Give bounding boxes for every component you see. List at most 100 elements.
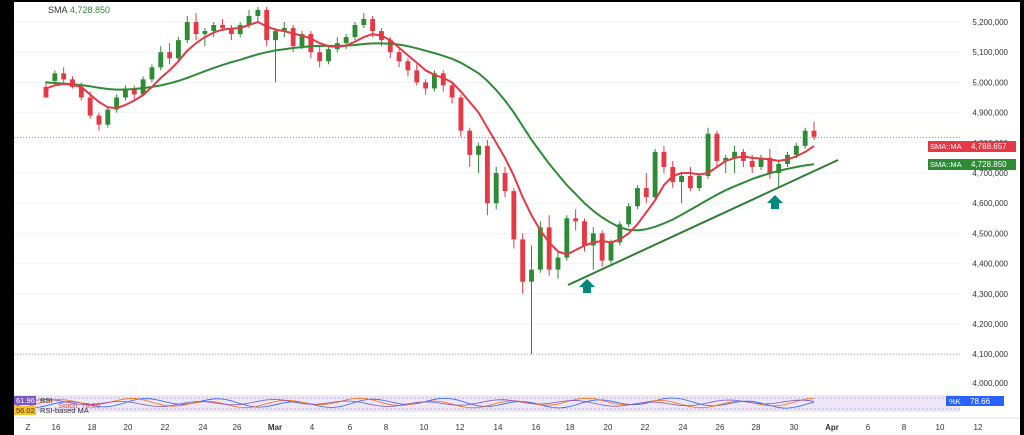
x-tick-label: 30 — [790, 423, 799, 432]
candle-body — [361, 18, 367, 26]
y-tick-label: 4,700,000 — [972, 169, 1008, 178]
candle-body — [493, 173, 499, 204]
x-tick-label: 12 — [974, 423, 983, 432]
y-tick-label: 4,400,000 — [972, 260, 1008, 269]
rsi-value: 61.96 — [16, 396, 35, 405]
candle-body — [52, 73, 58, 81]
candle-body — [511, 191, 517, 240]
sma-fast-line — [45, 21, 815, 256]
candle-body — [414, 70, 420, 83]
x-tick-label: 24 — [679, 423, 688, 432]
rsi-legend-label: RSI — [40, 396, 53, 405]
candle-body — [811, 130, 817, 137]
candle-body — [326, 49, 331, 62]
candle-body — [749, 160, 755, 167]
candle-body — [793, 145, 799, 155]
candle-body — [246, 15, 252, 26]
candle-body — [582, 221, 587, 246]
candle-body — [193, 22, 199, 35]
x-tick-label: 20 — [124, 423, 133, 432]
stoch-d-line — [13, 397, 815, 409]
time-axis[interactable]: Z 16 18 20 22 24 26 Mar 4 6 8 10 12 14 16 18 20 22 24 26 28 3… — [14, 417, 1020, 432]
candle-body — [758, 157, 764, 167]
candle-body — [255, 9, 261, 16]
candle-body — [555, 257, 561, 270]
chart-background — [14, 2, 1020, 435]
candle-body — [626, 206, 632, 225]
stoch-badge-label-box — [946, 396, 964, 406]
candle-body — [617, 224, 623, 243]
window-frame-left — [0, 0, 14, 435]
x-tick-label: 26 — [233, 423, 242, 432]
candle-body — [114, 97, 120, 110]
x-tick-label: 6 — [348, 423, 353, 432]
candle-body — [635, 188, 640, 207]
candle-body — [228, 28, 234, 35]
up-arrow-icon — [579, 279, 595, 293]
candle-body — [714, 133, 720, 161]
candle-body — [175, 40, 181, 59]
candle-body — [732, 151, 737, 158]
candle-body — [608, 242, 614, 261]
x-tick-label: Z — [26, 423, 31, 432]
y-tick-label: 4,000,000 — [972, 379, 1008, 388]
candle-body — [264, 9, 270, 41]
indicator-legend: SMA 4,728.850 — [48, 5, 110, 15]
price-badge-label: SMA::MA — [930, 160, 962, 169]
candle-body — [670, 166, 676, 183]
stoch-badge-value: 78.66 — [970, 397, 991, 406]
up-arrow-icon — [767, 195, 783, 209]
stoch-badge-value-box — [964, 396, 1004, 406]
rsi-ma-value: 56.02 — [16, 406, 35, 415]
candle-body — [599, 233, 605, 261]
x-tick-label: 24 — [199, 423, 208, 432]
moving-average-layer — [45, 21, 815, 256]
candle-body — [299, 34, 305, 47]
x-tick-label: 8 — [384, 423, 389, 432]
candle-body — [767, 157, 773, 173]
candle-body — [467, 130, 473, 155]
candle-body — [308, 34, 314, 53]
candle-body — [202, 31, 208, 35]
candle-body — [237, 25, 243, 35]
y-tick-label: 4,500,000 — [972, 229, 1008, 238]
price-badge-value-box — [968, 159, 1016, 170]
price-axis[interactable]: 5,200,0005,100,0005,000,0004,900,0004,80… — [972, 18, 1008, 388]
x-tick-label: 10 — [420, 423, 429, 432]
rsi-ma-value-box — [14, 406, 36, 415]
candle-body — [149, 67, 155, 80]
candle-body — [352, 25, 358, 38]
candle-body — [529, 269, 534, 282]
candle-body — [396, 52, 402, 62]
candle-body — [723, 157, 729, 161]
price-badge-value-box — [968, 141, 1016, 152]
rsi-ma-legend-label: RSI-based MA — [40, 406, 89, 415]
candle-body — [643, 188, 649, 198]
y-tick-label: 4,200,000 — [972, 320, 1008, 329]
candle-body — [431, 73, 437, 89]
sma-slow-line — [45, 42, 815, 232]
candle-body — [70, 79, 75, 87]
candle-body — [96, 115, 102, 125]
legend-indicator-value: 4,728.850 — [70, 5, 110, 15]
x-tick-label: 6 — [866, 423, 871, 432]
candle-body — [802, 130, 808, 146]
y-tick-label: 4,100,000 — [972, 350, 1008, 359]
candle-body — [696, 176, 702, 189]
x-tick-label: 22 — [641, 423, 650, 432]
support-trendline — [567, 159, 839, 286]
candle-body — [61, 73, 67, 80]
x-tick-label: 16 — [532, 423, 541, 432]
y-tick-label: 4,900,000 — [972, 109, 1008, 118]
candle-body — [78, 86, 84, 98]
candle-body — [290, 28, 296, 47]
candle-body — [537, 227, 543, 270]
candle-body — [281, 28, 287, 32]
x-tick-label: 8 — [902, 423, 907, 432]
candle-body — [776, 163, 782, 173]
x-tick-label: 18 — [88, 423, 97, 432]
candles-layer — [43, 6, 817, 355]
